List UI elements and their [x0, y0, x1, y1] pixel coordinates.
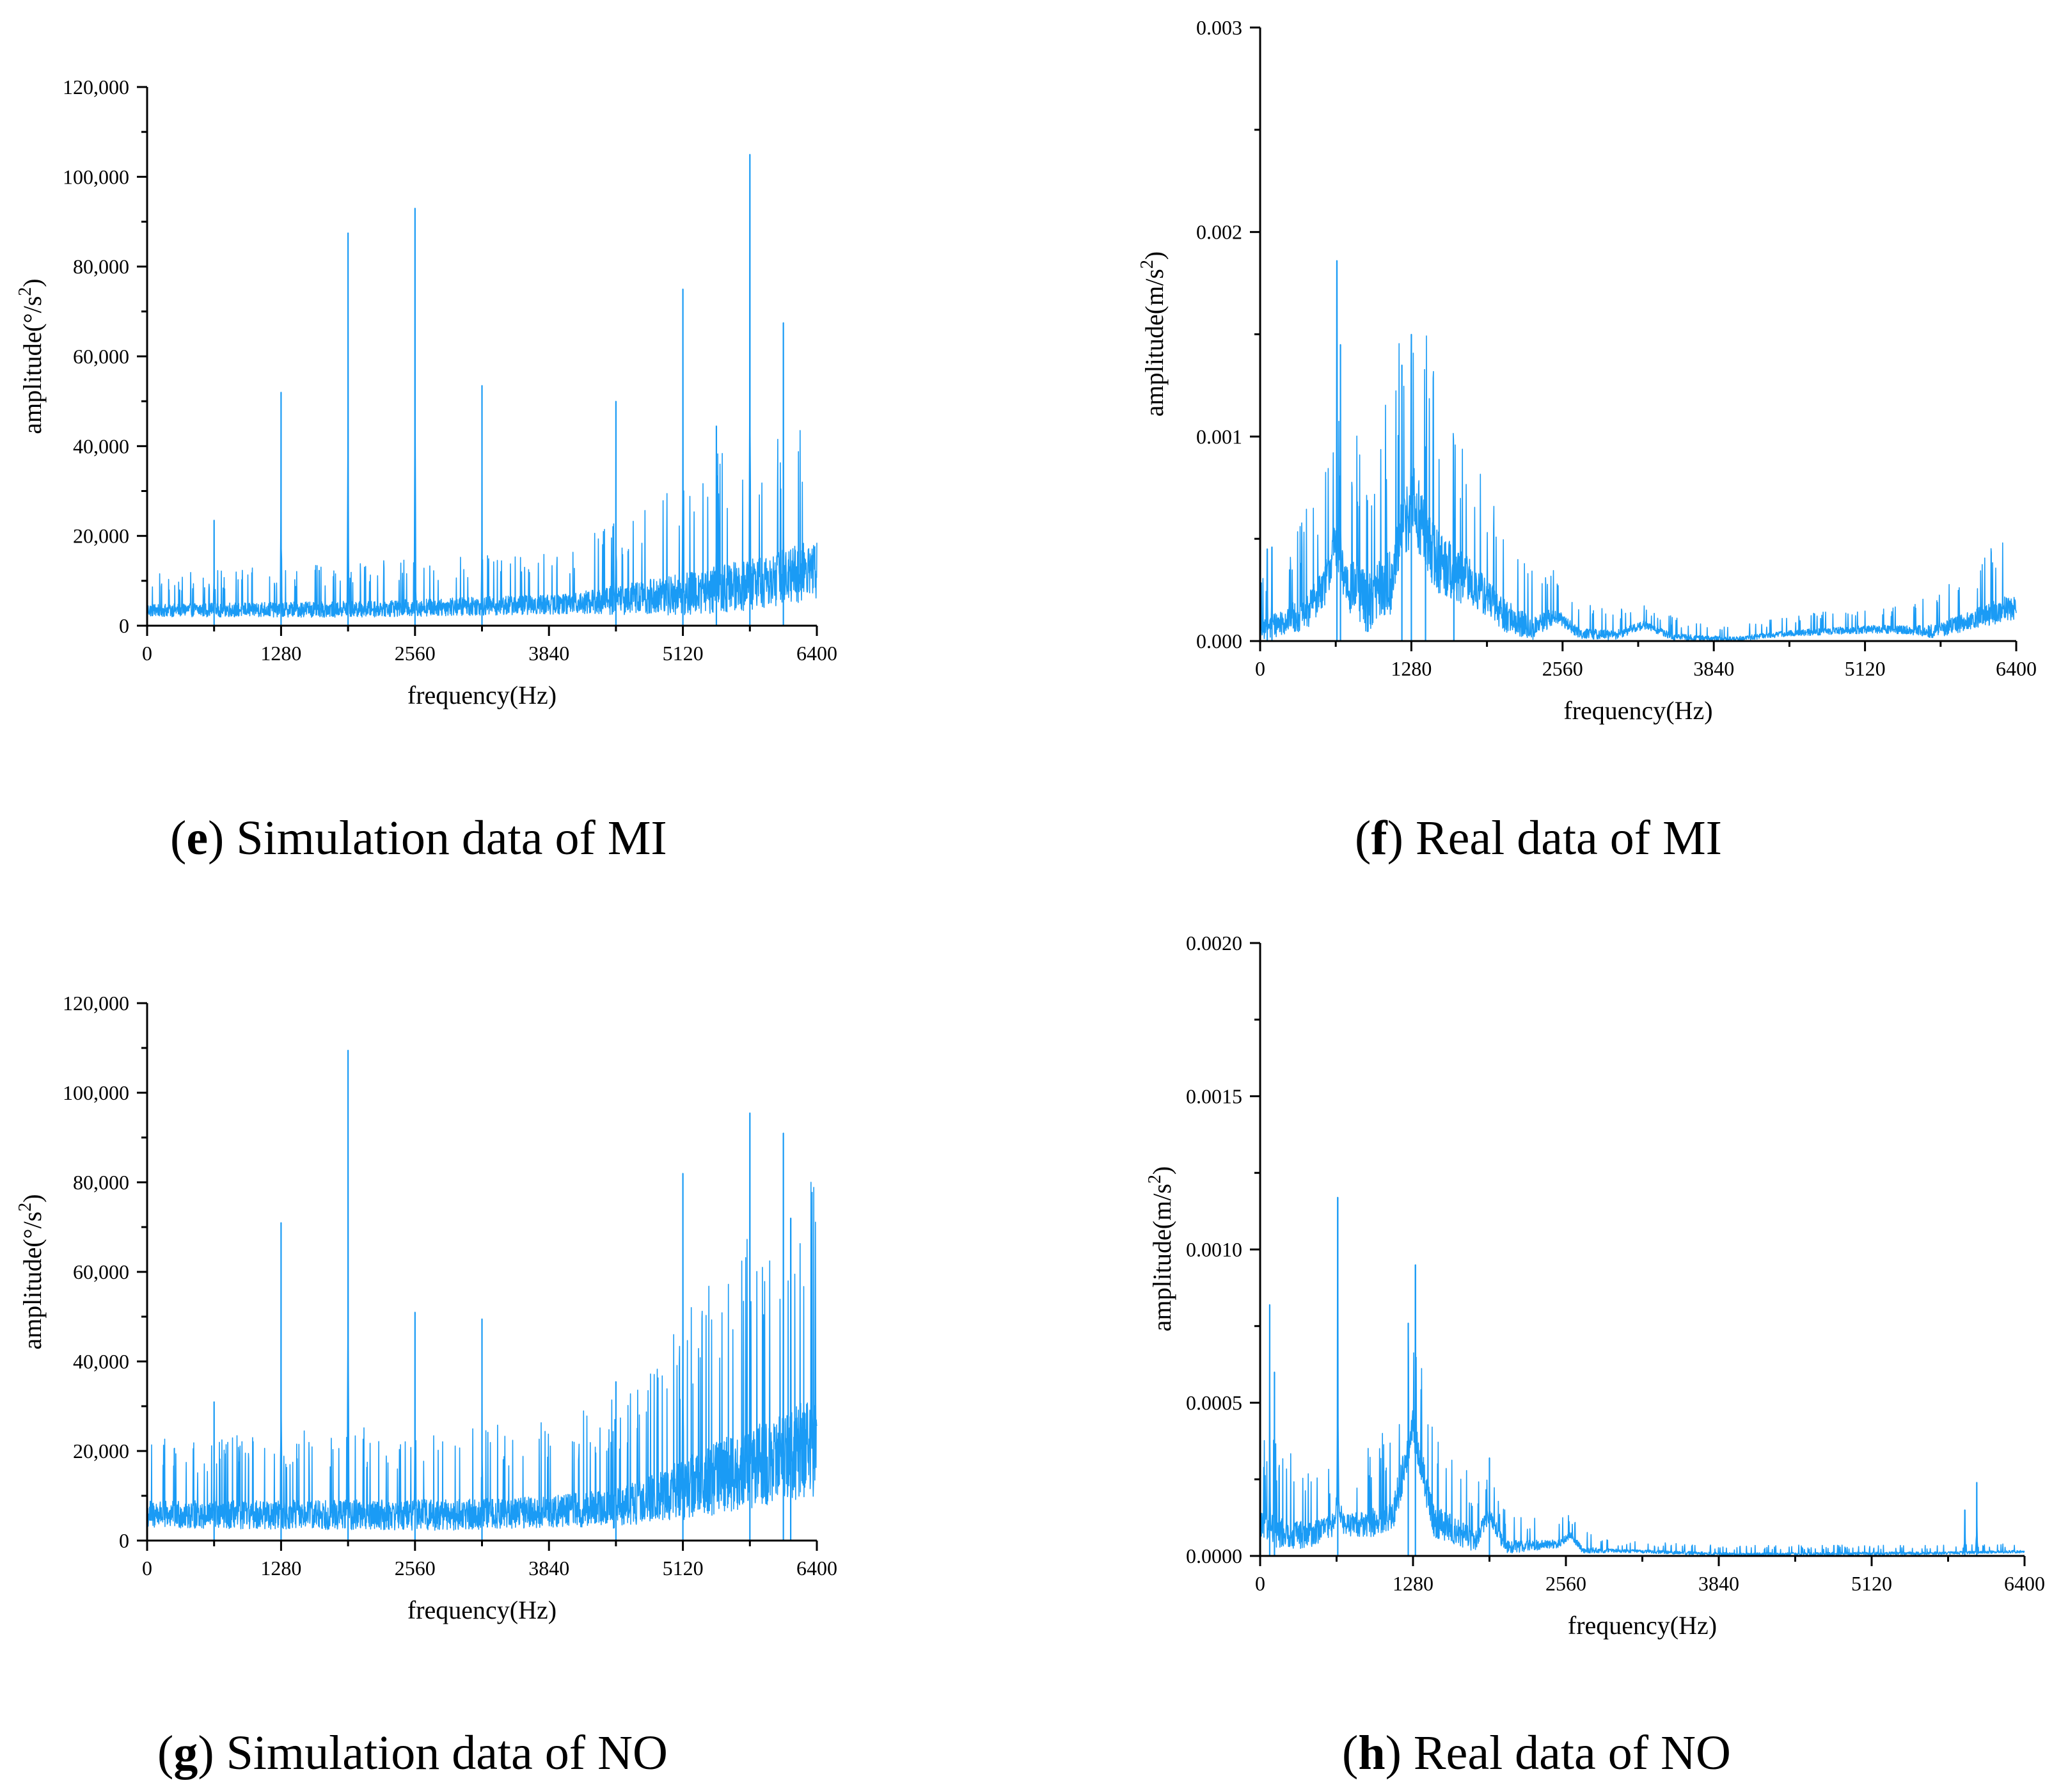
x-tick-label: 6400	[796, 1557, 837, 1580]
x-tick-label: 0	[142, 642, 152, 665]
caption-close-paren: )	[1387, 811, 1403, 865]
x-tick-label: 3840	[1693, 657, 1734, 680]
caption-open-paren: (	[1342, 1726, 1358, 1780]
y-axis-label-superscript: 2	[1137, 260, 1157, 269]
x-tick-label: 2560	[395, 642, 436, 665]
x-tick-label: 1280	[1391, 657, 1432, 680]
series-line-f	[1260, 260, 2017, 642]
x-tick-label: 6400	[796, 642, 837, 665]
y-axis-label-close: )	[18, 1194, 47, 1202]
x-tick-label: 3840	[528, 1557, 569, 1580]
panel-e: 0 1280 2560 3840 5120 6400 0 20,000 40,000 60,000…	[15, 75, 837, 865]
x-axis-label: frequency(Hz)	[1568, 1611, 1717, 1640]
y-axis-label-text: amplitude(m/s	[1140, 269, 1169, 416]
x-tick-label: 2560	[1542, 657, 1583, 680]
x-tick-label: 5120	[1851, 1572, 1892, 1595]
x-axis-label: frequency(Hz)	[407, 1596, 557, 1624]
caption-letter: e	[186, 811, 208, 865]
x-tick-label: 3840	[528, 642, 569, 665]
series-line-e	[146, 154, 817, 618]
y-tick-label: 60,000	[73, 1260, 129, 1283]
y-tick-label: 0.003	[1196, 16, 1242, 39]
x-tick-label: 0	[1255, 1572, 1265, 1595]
x-tick-label: 0	[1255, 657, 1265, 680]
y-tick-label: 0.001	[1196, 425, 1242, 448]
y-tick-label: 20,000	[73, 525, 129, 548]
y-tick-label: 0	[119, 1529, 129, 1552]
y-axis-label-text: amplitude(°/s	[18, 296, 47, 434]
x-tick-label: 5120	[663, 1557, 704, 1580]
caption-text: Real data of NO	[1402, 1726, 1731, 1780]
panel-h: 0 1280 2560 3840 5120 6400 0.0000 0.0005 0.0010 0…	[1145, 932, 2045, 1780]
x-tick-label: 6400	[1996, 657, 2037, 680]
y-tick-label: 40,000	[73, 434, 129, 457]
panel-caption: (e) Simulation data of MI	[170, 811, 667, 865]
x-tick-label: 6400	[2004, 1572, 2045, 1595]
caption-text: Real data of MI	[1403, 811, 1722, 865]
y-axis-label-text: amplitude(m/s	[1148, 1184, 1176, 1331]
x-tick-label: 1280	[260, 642, 301, 665]
panel-f: 0 1280 2560 3840 5120 6400 0.000 0.001 0.002 0.00…	[1137, 16, 2037, 865]
caption-letter: f	[1371, 811, 1388, 865]
x-tick-label: 5120	[1845, 657, 1886, 680]
y-tick-label: 0.0000	[1186, 1544, 1242, 1567]
y-tick-label: 0.0005	[1186, 1392, 1242, 1415]
y-tick-label: 100,000	[63, 165, 129, 188]
y-axis-label: amplitude(°/s2)	[15, 1194, 47, 1349]
y-tick-label: 0	[119, 614, 129, 637]
caption-open-paren: (	[157, 1726, 173, 1780]
caption-letter: h	[1358, 1726, 1385, 1780]
y-tick-label: 60,000	[73, 345, 129, 368]
x-tick-label: 0	[142, 1557, 152, 1580]
series-line-h	[1260, 1196, 2025, 1557]
y-axis-label-close: )	[18, 278, 47, 287]
caption-close-paren: )	[1386, 1726, 1402, 1780]
x-tick-label: 1280	[260, 1557, 301, 1580]
y-tick-label: 0.0020	[1186, 932, 1242, 955]
panel-caption: (g) Simulation data of NO	[157, 1726, 668, 1780]
x-axis-label: frequency(Hz)	[407, 681, 557, 710]
y-axis-label-text: amplitude(°/s	[18, 1212, 47, 1350]
y-axis-label: amplitude(°/s2)	[15, 278, 47, 434]
y-tick-label: 40,000	[73, 1350, 129, 1373]
x-tick-label: 2560	[1545, 1572, 1586, 1595]
y-axis-label-superscript: 2	[1145, 1175, 1165, 1184]
x-tick-label: 2560	[395, 1557, 436, 1580]
caption-text: Simulation data of NO	[214, 1726, 668, 1780]
caption-text: Simulation data of MI	[224, 811, 667, 865]
y-tick-label: 80,000	[73, 1171, 129, 1194]
x-axis-label: frequency(Hz)	[1563, 696, 1712, 725]
y-tick-label: 20,000	[73, 1439, 129, 1463]
panel-caption: (f) Real data of MI	[1355, 811, 1722, 865]
y-axis-label: amplitude(m/s2)	[1145, 1166, 1176, 1331]
y-tick-label: 80,000	[73, 255, 129, 278]
y-axis-label-superscript: 2	[15, 1203, 35, 1212]
caption-open-paren: (	[170, 811, 186, 865]
panel-g: 0 1280 2560 3840 5120 6400 0 20,000 40,000 60,000…	[15, 992, 837, 1780]
y-tick-label: 0.0015	[1186, 1085, 1242, 1108]
x-tick-label: 5120	[663, 642, 704, 665]
y-axis-label-superscript: 2	[15, 287, 35, 296]
caption-close-paren: )	[198, 1726, 214, 1780]
y-axis-label-close: )	[1148, 1166, 1176, 1175]
y-tick-label: 120,000	[63, 992, 129, 1015]
y-axis-label: amplitude(m/s2)	[1137, 251, 1169, 416]
y-axis-label-close: )	[1140, 251, 1169, 260]
caption-open-paren: (	[1355, 811, 1371, 865]
y-tick-label: 120,000	[63, 75, 129, 99]
caption-letter: g	[173, 1726, 198, 1780]
caption-close-paren: )	[208, 811, 224, 865]
x-tick-label: 3840	[1698, 1572, 1739, 1595]
y-tick-label: 0.000	[1196, 630, 1242, 653]
y-tick-label: 100,000	[63, 1081, 129, 1104]
y-tick-label: 0.002	[1196, 221, 1242, 244]
panel-caption: (h) Real data of NO	[1342, 1726, 1731, 1780]
x-tick-label: 1280	[1393, 1572, 1433, 1595]
y-tick-label: 0.0010	[1186, 1238, 1242, 1261]
